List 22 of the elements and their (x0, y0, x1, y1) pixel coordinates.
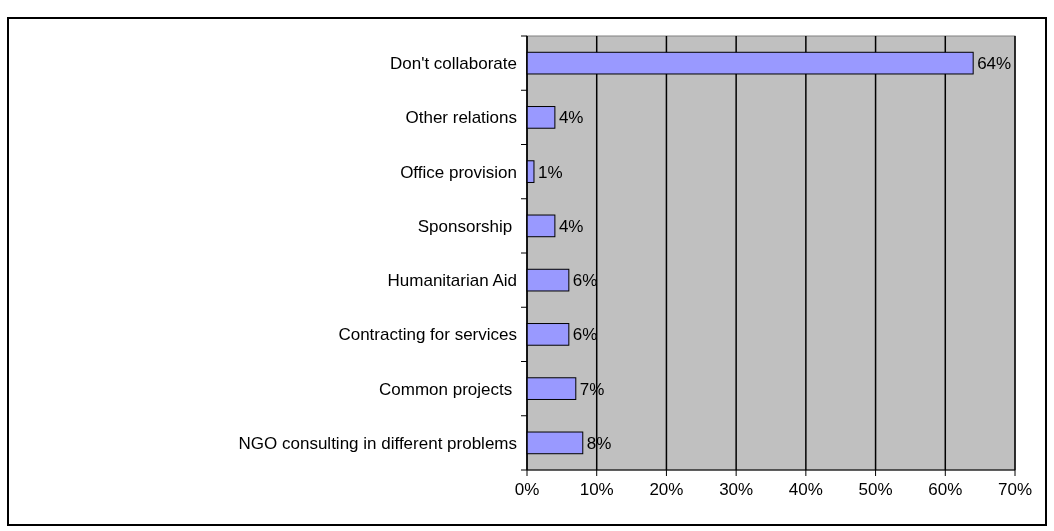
data-label: 64% (977, 54, 1012, 74)
x-tick-label: 60% (928, 480, 963, 499)
data-label: 1% (537, 162, 563, 182)
y-tick-label: Humanitarian Aid (387, 271, 517, 291)
y-tick-label: Sponsorship (417, 216, 517, 236)
x-tick-label: 40% (788, 480, 823, 499)
data-label: 4% (558, 216, 584, 236)
x-tick-label: 70% (997, 480, 1033, 499)
y-tick-label: Other relations (405, 108, 517, 128)
y-tick-label: NGO consulting in different problems (238, 433, 517, 453)
data-label: 4% (558, 108, 584, 128)
x-tick-label: 50% (858, 480, 893, 499)
x-tick-label: 30% (719, 480, 754, 499)
data-label: 6% (572, 271, 598, 291)
y-tick-label: Don't collaborate (389, 54, 517, 74)
y-tick-label: Common projects (379, 379, 517, 399)
x-tick-label: 10% (579, 480, 614, 499)
x-tick-label: 20% (649, 480, 684, 499)
y-tick-label: Office provision (400, 162, 517, 182)
data-label: 6% (572, 325, 598, 345)
y-tick-label: Contracting for services (338, 325, 517, 345)
x-tick-label: 0% (514, 480, 540, 499)
